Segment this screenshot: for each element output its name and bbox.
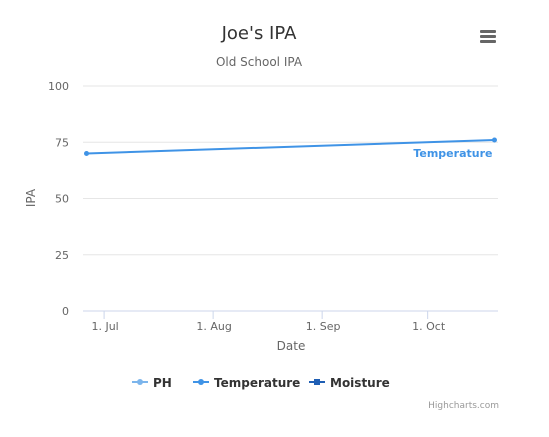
y-axis: 0 25 50 75 100 — [48, 80, 69, 318]
x-tick-label: 1. Aug — [196, 320, 231, 333]
legend-symbol-marker — [314, 379, 320, 385]
y-tick-label: 75 — [55, 136, 69, 149]
legend-label: PH — [153, 376, 172, 390]
y-tick-label: 100 — [48, 80, 69, 93]
y-tick-label: 25 — [55, 249, 69, 262]
data-point — [84, 151, 90, 156]
data-point — [491, 137, 497, 143]
hamburger-menu-icon — [480, 30, 496, 33]
y-tick-label: 50 — [55, 193, 69, 206]
legend-label: Temperature — [214, 376, 300, 390]
y-axis-label: IPA — [24, 188, 38, 207]
series-data-label: Temperature — [413, 147, 492, 160]
y-tick-label: 0 — [62, 305, 69, 318]
x-axis: 1. Jul 1. Aug 1. Sep 1. Oct — [91, 311, 446, 333]
chart-menu-button[interactable] — [472, 22, 504, 50]
legend: PH Temperature Moisture — [132, 376, 390, 390]
x-tick-label: 1. Oct — [412, 320, 446, 333]
x-tick-label: 1. Jul — [91, 320, 118, 333]
series-line — [86, 139, 495, 155]
x-tick-label: 1. Sep — [306, 320, 341, 333]
hamburger-menu-icon — [480, 35, 496, 38]
x-axis-label: Date — [277, 339, 306, 353]
grid-lines — [83, 85, 498, 256]
legend-item[interactable]: Temperature — [193, 376, 300, 390]
legend-symbol-marker — [198, 379, 204, 385]
legend-symbol-marker — [137, 379, 143, 385]
legend-item[interactable]: PH — [132, 376, 172, 390]
chart-subtitle: Old School IPA — [216, 55, 303, 69]
series-area: Temperature — [84, 137, 497, 160]
legend-item[interactable]: Moisture — [309, 376, 390, 390]
chart-title: Joe's IPA — [221, 23, 297, 44]
credits-link[interactable]: Highcharts.com — [428, 401, 499, 411]
legend-label: Moisture — [330, 376, 390, 390]
hamburger-menu-icon — [480, 40, 496, 43]
